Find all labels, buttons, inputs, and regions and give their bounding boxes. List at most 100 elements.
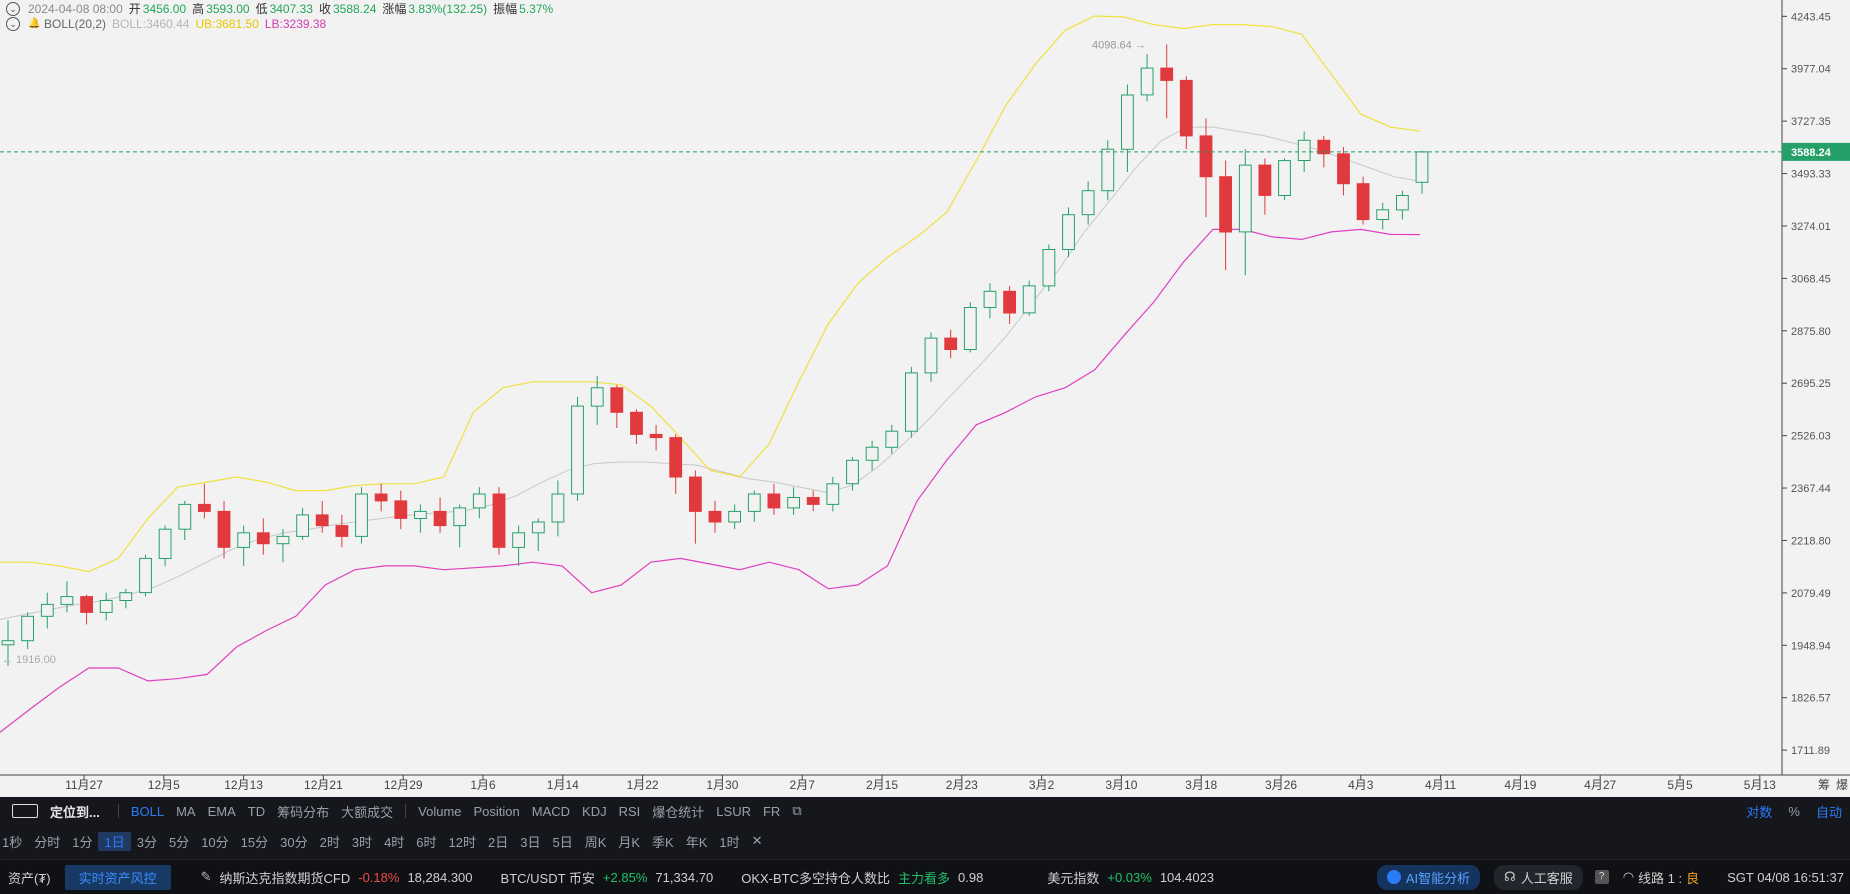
candle-body[interactable] — [1258, 164, 1272, 196]
nasdaq-ticker[interactable]: ✎ 纳斯达克指数期货CFD -0.18% 18,284.300 — [171, 868, 487, 887]
candle-body[interactable] — [924, 337, 938, 374]
usd-index-ticker[interactable]: 美元指数 +0.03% 104.4023 — [997, 868, 1228, 887]
candle-body[interactable] — [1, 640, 15, 646]
candle-body[interactable] — [846, 459, 859, 485]
candle-body[interactable] — [551, 493, 565, 523]
candle-body[interactable] — [472, 493, 486, 509]
candle-body[interactable] — [1160, 67, 1174, 81]
interval-18[interactable]: 月K — [618, 834, 641, 850]
candle-body[interactable] — [335, 525, 349, 537]
candle-body[interactable] — [1337, 153, 1350, 185]
sub-indicator-7[interactable]: FR — [762, 803, 781, 819]
interval-20[interactable]: 年K — [685, 834, 708, 850]
candle-body[interactable] — [531, 521, 545, 534]
interval-14[interactable]: 2日 — [488, 834, 509, 850]
indicator-0[interactable]: BOLL — [130, 803, 165, 819]
candle-body[interactable] — [21, 615, 35, 642]
candle-body[interactable] — [60, 596, 74, 605]
collapse-chevron-icon[interactable]: ⌄ — [6, 17, 20, 31]
candle-body[interactable] — [1317, 139, 1331, 155]
interval-5[interactable]: 5分 — [168, 834, 190, 850]
interval-6[interactable]: 10分 — [201, 834, 229, 850]
sub-indicator-6[interactable]: LSUR — [716, 803, 751, 819]
interval-22[interactable]: ✕ — [751, 833, 763, 848]
candle-body[interactable] — [433, 510, 447, 527]
ai-analysis-button[interactable]: AI智能分析 — [1376, 864, 1481, 890]
candle-body[interactable] — [414, 510, 427, 519]
axis-tool-label[interactable]: 筹 — [1818, 778, 1830, 792]
sub-indicator-4[interactable]: RSI — [618, 803, 641, 819]
candle-body[interactable] — [1297, 139, 1311, 162]
indicator-4[interactable]: 筹码分布 — [277, 804, 330, 820]
interval-12[interactable]: 6时 — [416, 834, 437, 850]
candle-body[interactable] — [865, 446, 879, 461]
scale-option-2[interactable]: 自动 — [1815, 804, 1842, 820]
chart-area[interactable]: 4243.45 3977.04 3727.35 3493.33 3274.01 3068.… — [0, 0, 1850, 797]
candle-body[interactable] — [1199, 135, 1213, 178]
candle-body[interactable] — [1101, 148, 1115, 192]
scale-option-1[interactable]: % — [1788, 803, 1800, 819]
interval-13[interactable]: 12时 — [448, 834, 476, 850]
candle-body[interactable] — [728, 510, 742, 523]
candle-body[interactable] — [983, 290, 997, 308]
okx-ratio-ticker[interactable]: OKX-BTC多空持仓人数比 主力看多 0.98 — [727, 868, 997, 887]
candle-body[interactable] — [256, 532, 270, 545]
candle-body[interactable] — [944, 337, 958, 351]
candle-body[interactable] — [453, 507, 467, 527]
candle-body[interactable] — [374, 493, 388, 502]
candle-body[interactable] — [355, 493, 368, 537]
sub-indicator-0[interactable]: Volume — [418, 803, 462, 819]
candle-body[interactable] — [806, 497, 820, 505]
sub-indicator-1[interactable]: Position — [473, 803, 520, 819]
candle-body[interactable] — [767, 493, 781, 509]
interval-10[interactable]: 3时 — [351, 834, 373, 850]
interval-15[interactable]: 3日 — [520, 834, 541, 850]
candle-body[interactable] — [630, 411, 643, 435]
interval-1[interactable]: 分时 — [34, 834, 61, 850]
candle-body[interactable] — [237, 532, 251, 548]
interval-19[interactable]: 季K — [652, 834, 674, 850]
candle-body[interactable] — [669, 437, 683, 478]
btc-ticker[interactable]: BTC/USDT 币安 +2.85% 71,334.70 — [487, 868, 728, 887]
candle-body[interactable] — [1356, 183, 1370, 221]
scale-option-0[interactable]: 对数 — [1746, 804, 1773, 820]
candle-body[interactable] — [139, 557, 152, 594]
sub-indicator-3[interactable]: KDJ — [582, 803, 607, 819]
candle-body[interactable] — [1376, 209, 1390, 221]
candle-body[interactable] — [649, 433, 663, 439]
candle-body[interactable] — [590, 387, 604, 407]
candle-body[interactable] — [1415, 151, 1429, 183]
indicator-3[interactable]: TD — [247, 803, 266, 819]
candle-body[interactable] — [708, 510, 722, 523]
candle-body[interactable] — [1179, 79, 1193, 137]
interval-3[interactable]: 1日 — [98, 831, 131, 851]
candle-body[interactable] — [178, 503, 192, 530]
candle-body[interactable] — [1140, 67, 1154, 96]
candle-body[interactable] — [1022, 285, 1036, 314]
interval-7[interactable]: 15分 — [240, 834, 269, 850]
candle-body[interactable] — [1003, 290, 1017, 314]
candlestick-chart[interactable]: 4243.45 3977.04 3727.35 3493.33 3274.01 3068.… — [0, 0, 1850, 797]
candle-body[interactable] — [315, 514, 329, 527]
indicator-5[interactable]: 大额成交 — [341, 804, 394, 820]
candle-body[interactable] — [1219, 176, 1232, 233]
axis-tool-label[interactable]: 爆 — [1836, 778, 1848, 792]
candle-body[interactable] — [963, 307, 977, 350]
candle-body[interactable] — [826, 483, 840, 505]
candle-body[interactable] — [1278, 160, 1291, 197]
interval-21[interactable]: 1时 — [719, 834, 740, 850]
candle-body[interactable] — [905, 372, 918, 432]
candle-body[interactable] — [276, 535, 290, 545]
candle-body[interactable] — [747, 493, 761, 512]
candle-body[interactable] — [158, 528, 172, 560]
candle-body[interactable] — [296, 514, 310, 537]
candle-body[interactable] — [689, 476, 702, 512]
candle-body[interactable] — [571, 405, 584, 495]
candle-body[interactable] — [1042, 249, 1056, 287]
line-status[interactable]: ◠ 线路 1 : 良 — [1609, 868, 1713, 887]
sub-indicator-2[interactable]: MACD — [531, 803, 571, 819]
candle-body[interactable] — [1081, 190, 1095, 216]
interval-9[interactable]: 2时 — [319, 834, 340, 850]
interval-16[interactable]: 5日 — [552, 834, 573, 850]
candle-body[interactable] — [119, 592, 133, 602]
